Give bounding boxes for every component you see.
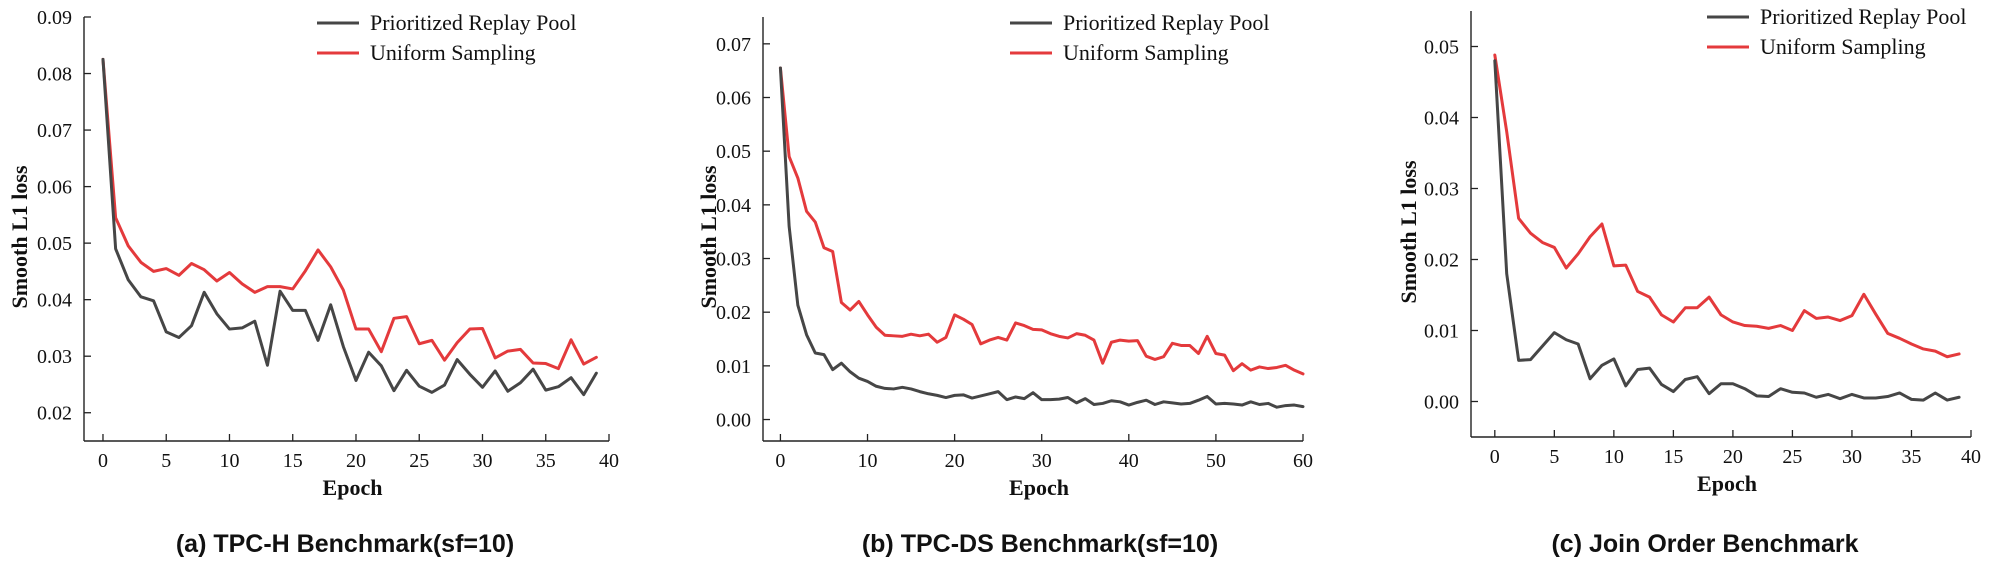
x-tick-label: 5 — [1549, 446, 1559, 468]
x-tick-label: 30 — [1032, 450, 1052, 472]
legend-label: Uniform Sampling — [370, 40, 536, 65]
x-axis-label: Epoch — [323, 475, 383, 500]
x-tick-label: 60 — [1293, 450, 1313, 472]
series-line-uniform-sampling — [1493, 53, 1961, 359]
x-tick-label: 0 — [775, 450, 785, 472]
x-axis-label: Epoch — [1697, 471, 1757, 496]
y-tick-label: 0.02 — [1424, 250, 1459, 272]
y-tick-label: 0.07 — [716, 34, 751, 56]
panel-tpch: 0.02 0.03 0.04 0.05 0.06 0.07 0.08 0.09 0 5 10 15 20… — [7, 7, 619, 558]
y-tick-label: 0.01 — [1424, 321, 1459, 343]
y-tick-label: 0.03 — [716, 249, 751, 271]
x-tick-label: 35 — [536, 450, 556, 472]
series-line-prioritized-replay-pool — [101, 57, 598, 397]
panel-tpcds: 0.00 0.01 0.02 0.03 0.04 0.05 0.06 0.07 0 10 20 30 4… — [696, 10, 1313, 558]
y-tick-label: 0.01 — [716, 356, 751, 378]
x-tick-label: 40 — [599, 450, 619, 472]
x-axis-label: Epoch — [1009, 475, 1069, 500]
y-axis-label: Smooth L1 loss — [696, 165, 721, 308]
panel-caption: (b) TPC-DS Benchmark(sf=10) — [862, 530, 1218, 558]
y-tick-label: 0.06 — [37, 177, 72, 199]
series-line-uniform-sampling — [778, 66, 1305, 376]
y-tick-label: 0.08 — [37, 64, 72, 86]
y-tick-label: 0.00 — [1424, 392, 1459, 414]
y-tick-label: 0.09 — [37, 7, 72, 29]
y-axis-label: Smooth L1 loss — [1396, 160, 1421, 303]
legend-label: Prioritized Replay Pool — [1063, 10, 1270, 35]
y-tick-label: 0.03 — [37, 346, 72, 368]
y-tick-label: 0.05 — [37, 233, 72, 255]
x-tick-label: 25 — [1782, 446, 1802, 468]
x-tick-label: 10 — [219, 450, 239, 472]
x-tick-label: 30 — [1842, 446, 1862, 468]
x-tick-label: 10 — [1604, 446, 1624, 468]
x-tick-label: 50 — [1206, 450, 1226, 472]
series-line-prioritized-replay-pool — [778, 66, 1305, 409]
y-tick-label: 0.05 — [716, 141, 751, 163]
y-tick-label: 0.00 — [716, 410, 751, 432]
panel-job: 0.00 0.01 0.02 0.03 0.04 0.05 0 5 10 15 20 25 30 35 40… — [1396, 4, 1981, 558]
y-tick-label: 0.02 — [716, 302, 751, 324]
y-tick-label: 0.03 — [1424, 179, 1459, 201]
legend-label: Uniform Sampling — [1063, 40, 1229, 65]
panel-caption: (a) TPC-H Benchmark(sf=10) — [176, 530, 514, 558]
legend-label: Prioritized Replay Pool — [1760, 4, 1967, 29]
x-tick-label: 25 — [409, 450, 429, 472]
x-tick-label: 20 — [945, 450, 965, 472]
y-tick-label: 0.04 — [37, 290, 72, 312]
series-line-prioritized-replay-pool — [1493, 59, 1961, 402]
x-tick-label: 0 — [1490, 446, 1500, 468]
legend-label: Uniform Sampling — [1760, 34, 1926, 59]
x-tick-label: 20 — [346, 450, 366, 472]
x-tick-label: 5 — [161, 450, 171, 472]
series-line-uniform-sampling — [101, 57, 598, 371]
panel-caption: (c) Join Order Benchmark — [1551, 530, 1858, 558]
y-tick-label: 0.02 — [37, 403, 72, 425]
x-tick-label: 40 — [1961, 446, 1981, 468]
x-tick-label: 10 — [858, 450, 878, 472]
x-tick-label: 20 — [1723, 446, 1743, 468]
y-tick-label: 0.06 — [716, 88, 751, 110]
x-tick-label: 0 — [98, 450, 108, 472]
y-tick-label: 0.07 — [37, 120, 72, 142]
x-tick-label: 35 — [1901, 446, 1921, 468]
x-tick-label: 30 — [472, 450, 492, 472]
y-tick-label: 0.04 — [1424, 108, 1459, 130]
y-axis-label: Smooth L1 loss — [7, 165, 32, 308]
x-tick-label: 15 — [283, 450, 303, 472]
y-tick-label: 0.05 — [1424, 37, 1459, 59]
x-tick-label: 15 — [1663, 446, 1683, 468]
y-tick-label: 0.04 — [716, 195, 751, 217]
legend-label: Prioritized Replay Pool — [370, 10, 577, 35]
x-tick-label: 40 — [1119, 450, 1139, 472]
